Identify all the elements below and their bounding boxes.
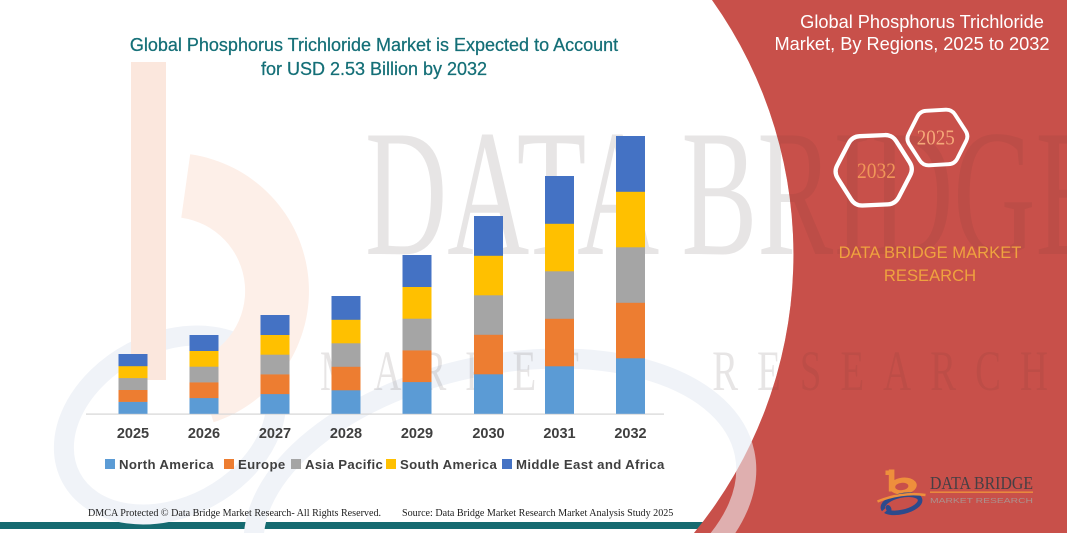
svg-text:2029: 2029 xyxy=(401,426,433,442)
svg-text:2026: 2026 xyxy=(188,426,220,442)
svg-text:2032: 2032 xyxy=(857,158,896,183)
svg-text:2025: 2025 xyxy=(917,125,955,149)
svg-text:DMCA Protected © Data Bridge M: DMCA Protected © Data Bridge Market Rese… xyxy=(88,508,381,519)
svg-text:Market, By Regions, 2025 to 20: Market, By Regions, 2025 to 2032 xyxy=(775,34,1050,54)
svg-text:DATA BRIDGE: DATA BRIDGE xyxy=(930,473,1033,493)
svg-text:2031: 2031 xyxy=(543,426,575,442)
svg-text:South America: South America xyxy=(400,457,497,472)
svg-text:Global Phosphorus Trichloride: Global Phosphorus Trichloride xyxy=(800,12,1044,32)
svg-text:DATA BRIDGE MARKET: DATA BRIDGE MARKET xyxy=(839,243,1022,262)
svg-text:Global Phosphorus Trichloride: Global Phosphorus Trichloride Market is … xyxy=(130,35,618,55)
svg-text:2025: 2025 xyxy=(117,426,149,442)
svg-text:MARKET RESEARCH: MARKET RESEARCH xyxy=(320,340,1067,403)
svg-text:Source: Data Bridge Market Res: Source: Data Bridge Market Research Mark… xyxy=(402,508,673,519)
svg-text:for USD 2.53 Billion by 2032: for USD 2.53 Billion by 2032 xyxy=(261,59,487,79)
svg-text:2030: 2030 xyxy=(472,426,504,442)
svg-text:2032: 2032 xyxy=(614,426,646,442)
svg-text:RESEARCH: RESEARCH xyxy=(884,266,976,285)
svg-text:Middle East and Africa: Middle East and Africa xyxy=(516,457,665,472)
svg-text:Asia Pacific: Asia Pacific xyxy=(305,457,383,472)
svg-text:MARKET RESEARCH: MARKET RESEARCH xyxy=(930,496,1033,505)
svg-text:Europe: Europe xyxy=(238,457,286,472)
svg-text:2028: 2028 xyxy=(330,426,362,442)
svg-text:2027: 2027 xyxy=(259,426,291,442)
svg-text:North America: North America xyxy=(119,457,214,472)
